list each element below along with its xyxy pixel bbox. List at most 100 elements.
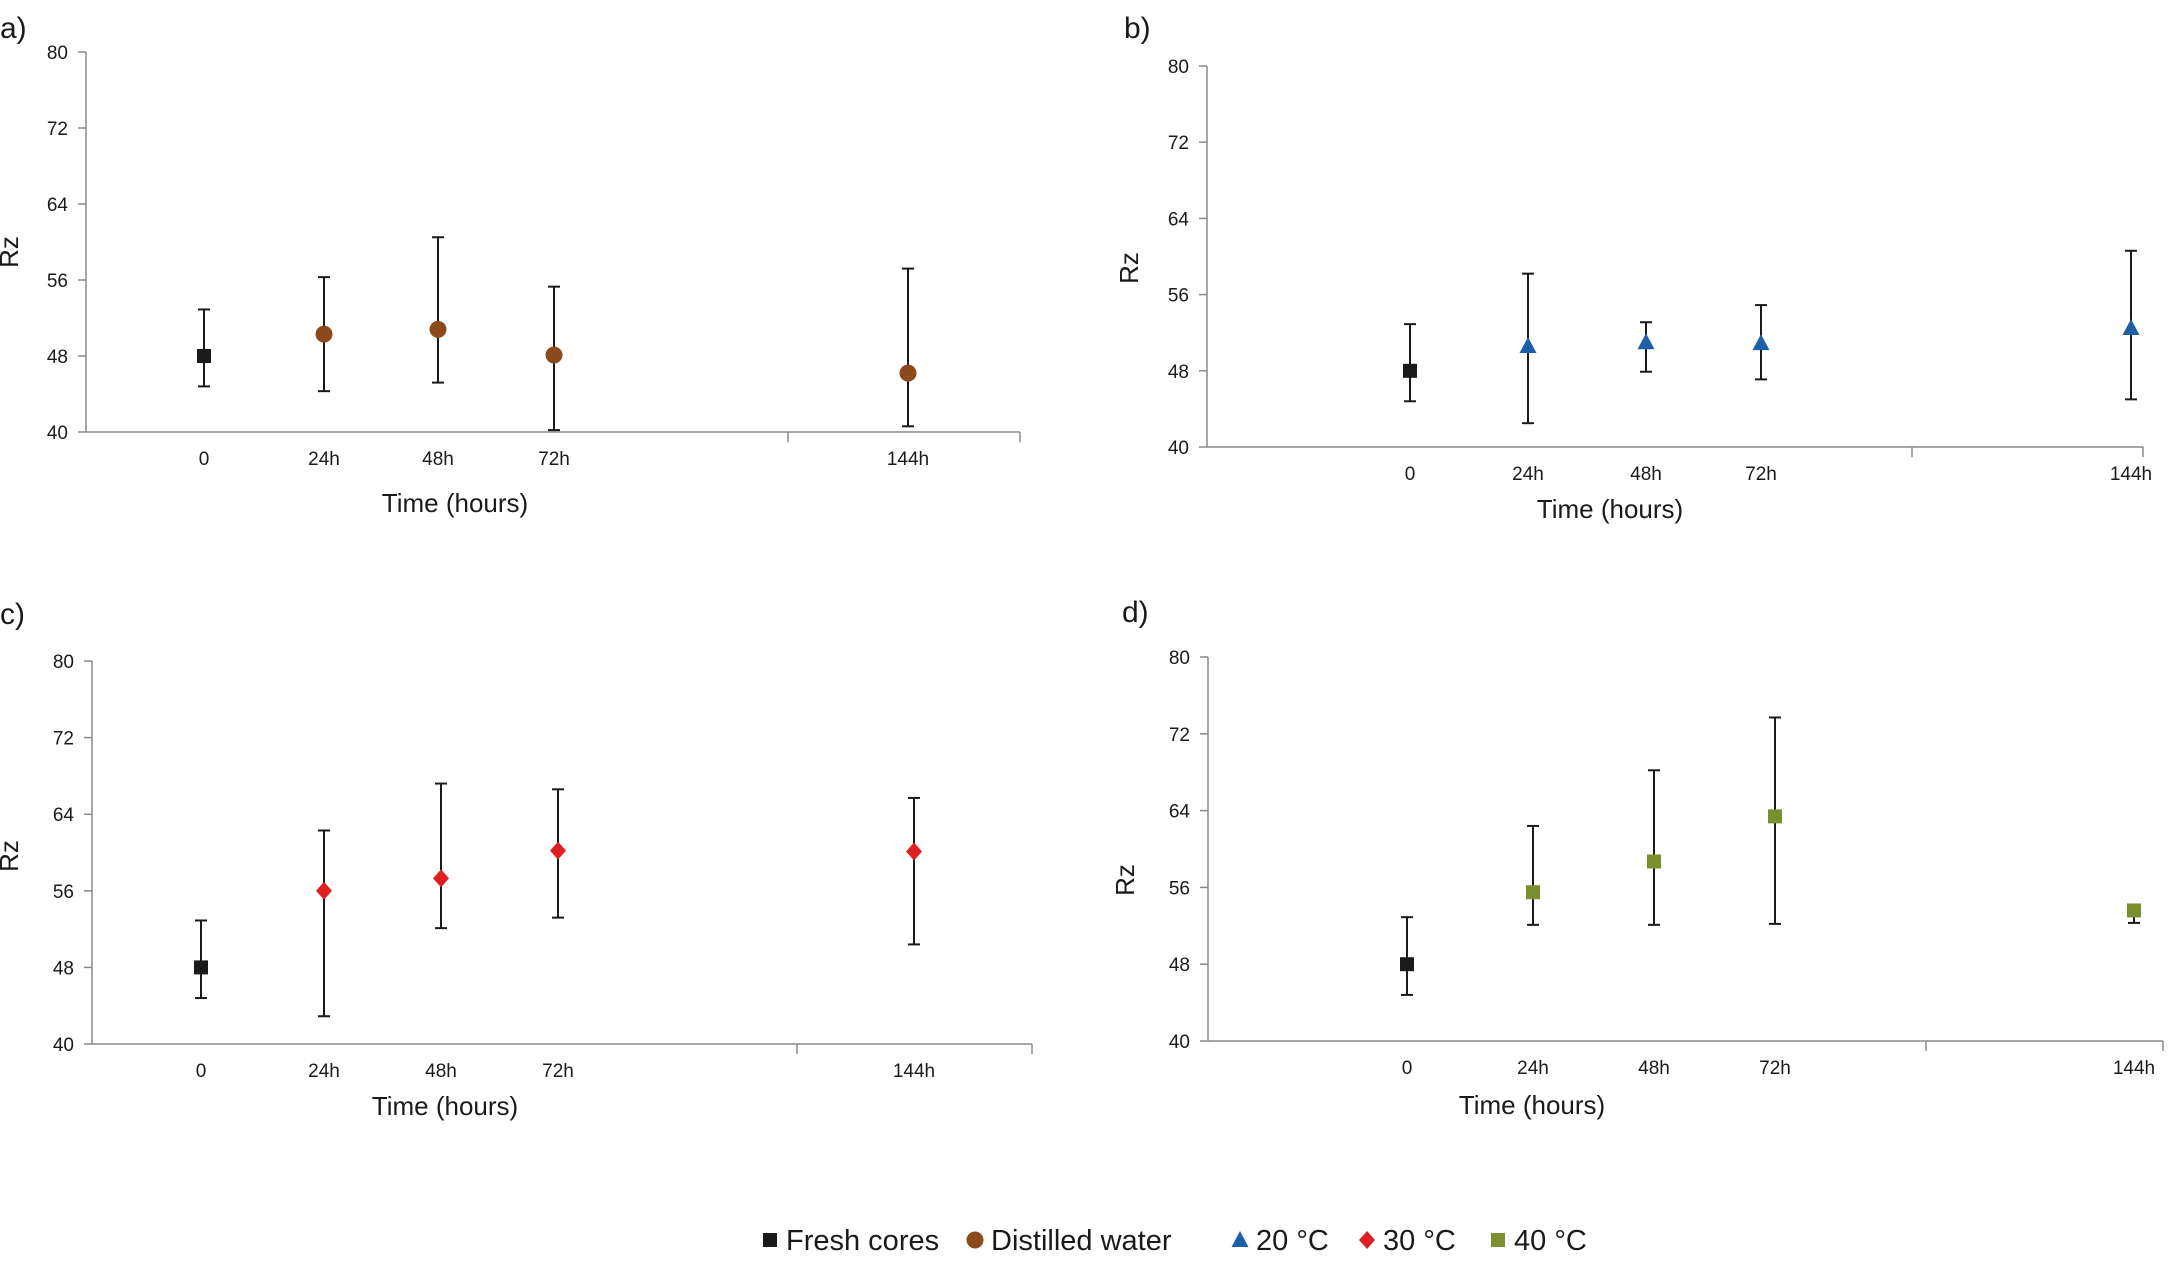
series-fresh-cores xyxy=(194,919,208,1000)
data-point xyxy=(2127,903,2141,918)
data-point xyxy=(429,320,447,338)
x-tick-label: 0 xyxy=(199,449,210,470)
y-tick-label: 64 xyxy=(1168,209,1190,230)
series-fresh-cores xyxy=(1403,323,1417,403)
legend-item-fresh-cores: Fresh cores xyxy=(763,1225,939,1257)
data-point xyxy=(1400,957,1414,972)
y-tick-label: 48 xyxy=(47,347,68,368)
y-tick-label: 48 xyxy=(1169,955,1190,976)
data-point xyxy=(197,349,211,363)
x-tick-label: 24h xyxy=(308,1061,340,1082)
legend-marker xyxy=(1231,1231,1249,1247)
y-tick-label: 40 xyxy=(1169,1032,1190,1053)
legend-label: 20 °C xyxy=(1256,1225,1329,1257)
y-axis-title: Rz xyxy=(1114,252,1144,284)
x-tick-label: 72h xyxy=(542,1061,574,1082)
y-tick-label: 72 xyxy=(53,729,74,750)
legend-marker xyxy=(763,1233,777,1247)
x-axis-title: Time (hours) xyxy=(1537,494,1683,524)
series-fresh-cores xyxy=(1400,916,1414,996)
y-tick-label: 48 xyxy=(1168,362,1189,383)
x-tick-label: 0 xyxy=(1402,1058,1413,1079)
data-point xyxy=(550,841,566,860)
chart-panel-b: b) 40 48 56 64 72 80 0 24h 48h 72h 144h Time (hours)… xyxy=(1114,12,2152,524)
data-point xyxy=(1647,854,1661,869)
x-axis-title: Time (hours) xyxy=(372,1091,518,1121)
x-tick-label: 72h xyxy=(538,449,570,470)
data-point xyxy=(1526,885,1540,900)
legend-marker xyxy=(966,1231,984,1249)
data-point xyxy=(1519,337,1537,354)
chart-panel-d: d) 40 48 56 64 72 80 0 24h 48h 72h 144h Time (hours)… xyxy=(1110,596,2164,1120)
y-tick-label: 80 xyxy=(1168,57,1189,78)
x-tick-label: 24h xyxy=(1512,464,1544,485)
legend-label: Distilled water xyxy=(991,1225,1172,1257)
series-30-c xyxy=(316,782,922,1018)
x-tick-label: 144h xyxy=(887,449,929,470)
x-tick-label: 48h xyxy=(425,1061,457,1082)
x-tick-label: 0 xyxy=(1405,464,1416,485)
y-tick-label: 64 xyxy=(1169,802,1191,823)
y-axis-title: Rz xyxy=(0,236,24,268)
legend-item-distilled-water: Distilled water xyxy=(966,1225,1172,1257)
x-tick-label: 0 xyxy=(196,1061,207,1082)
legend-item-40-c: 40 °C xyxy=(1491,1225,1587,1257)
y-axis-title: Rz xyxy=(0,840,24,872)
y-tick-label: 72 xyxy=(1169,725,1190,746)
x-tick-label: 48h xyxy=(1630,464,1662,485)
data-point xyxy=(899,364,917,382)
series-40-c xyxy=(1526,716,2141,926)
x-tick-label: 24h xyxy=(1517,1058,1549,1079)
data-point xyxy=(315,325,333,343)
y-tick-label: 56 xyxy=(47,271,68,292)
x-axis-title: Time (hours) xyxy=(382,488,528,518)
y-tick-label: 80 xyxy=(53,652,74,673)
x-tick-label: 144h xyxy=(893,1061,935,1082)
y-tick-label: 40 xyxy=(53,1035,74,1056)
data-point xyxy=(194,960,208,975)
legend-label: Fresh cores xyxy=(786,1225,939,1257)
x-tick-label: 144h xyxy=(2110,464,2152,485)
y-tick-label: 56 xyxy=(53,882,74,903)
legend: Fresh cores Distilled water 20 °C 30 °C 40 °… xyxy=(763,1225,1587,1257)
series-20-c xyxy=(1519,249,2140,425)
data-point xyxy=(316,881,332,900)
y-tick-label: 64 xyxy=(53,805,75,826)
x-tick-label: 72h xyxy=(1759,1058,1791,1079)
x-tick-label: 72h xyxy=(1745,464,1777,485)
series-fresh-cores xyxy=(197,308,211,388)
data-point xyxy=(545,346,563,364)
legend-marker xyxy=(1359,1231,1375,1249)
y-tick-label: 40 xyxy=(47,423,68,444)
y-tick-label: 72 xyxy=(1168,133,1189,154)
chart-panel-a: a) 40 48 56 64 72 80 0 24h 48h 72h 144h Time (hours)… xyxy=(0,12,1021,518)
x-tick-label: 48h xyxy=(422,449,454,470)
series-distilled-water xyxy=(315,236,917,432)
legend-label: 40 °C xyxy=(1514,1225,1587,1257)
y-tick-label: 48 xyxy=(53,958,74,979)
panel-label: d) xyxy=(1122,596,1149,629)
panel-label: a) xyxy=(0,12,27,45)
data-point xyxy=(1637,333,1655,350)
y-tick-label: 72 xyxy=(47,119,68,140)
panel-label: c) xyxy=(0,598,25,631)
legend-item-20-c: 20 °C xyxy=(1231,1225,1329,1257)
data-point xyxy=(906,842,922,861)
y-tick-label: 80 xyxy=(1169,648,1190,669)
legend-label: 30 °C xyxy=(1383,1225,1456,1257)
legend-item-30-c: 30 °C xyxy=(1359,1225,1456,1257)
data-point xyxy=(433,869,449,888)
y-tick-label: 80 xyxy=(47,43,68,64)
x-tick-label: 48h xyxy=(1638,1058,1670,1079)
y-tick-label: 40 xyxy=(1168,438,1189,459)
y-tick-label: 56 xyxy=(1169,878,1190,899)
data-point xyxy=(1403,363,1417,378)
y-tick-label: 56 xyxy=(1168,286,1189,307)
data-point xyxy=(2122,318,2140,335)
x-tick-label: 144h xyxy=(2113,1058,2155,1079)
chart-panel-c: c) 40 48 56 64 72 80 0 24h 48h 72h 144h Time (hours)… xyxy=(0,598,1033,1121)
data-point xyxy=(1752,334,1770,351)
x-tick-label: 24h xyxy=(308,449,340,470)
y-axis-title: Rz xyxy=(1110,864,1140,896)
